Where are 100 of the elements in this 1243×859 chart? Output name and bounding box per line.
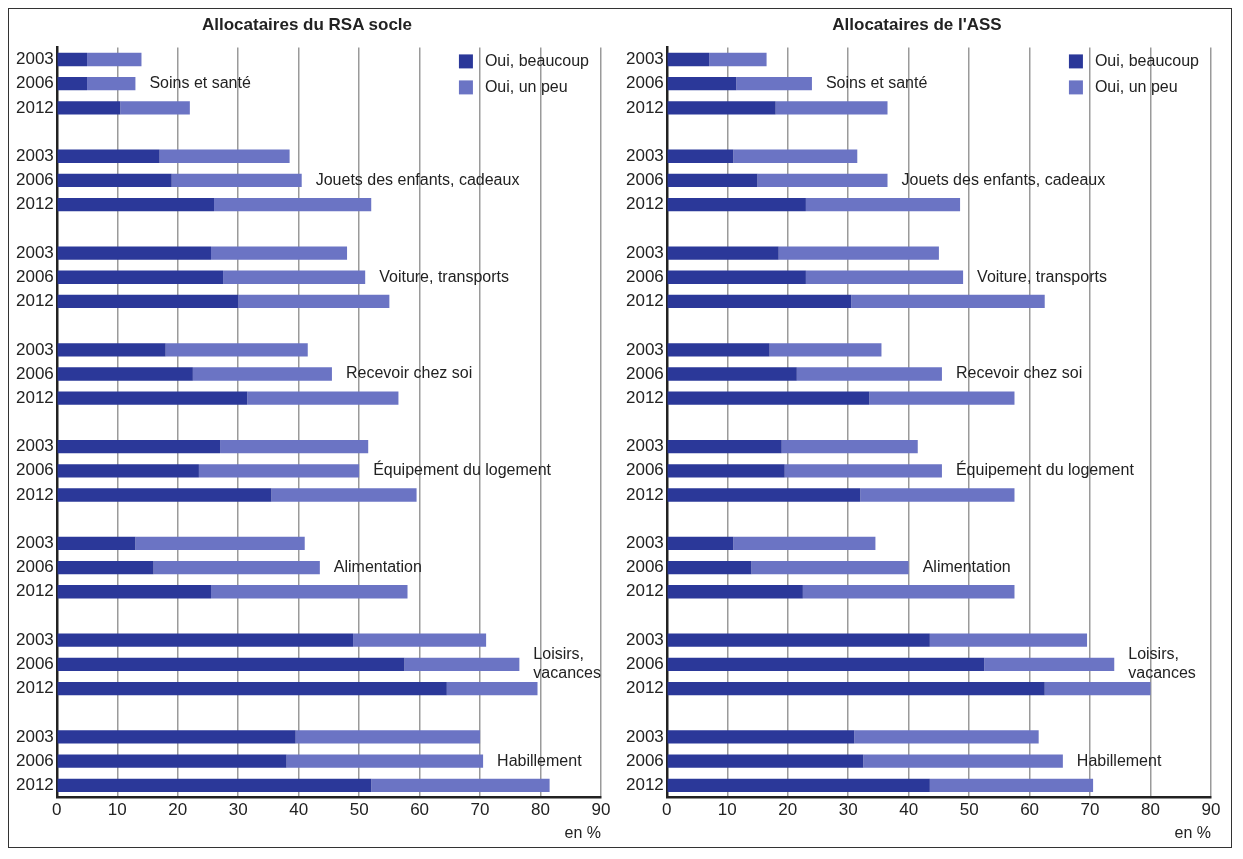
bar (805, 270, 964, 284)
bar (736, 77, 812, 91)
bar (781, 439, 918, 454)
bar (220, 439, 369, 454)
bar (57, 77, 88, 91)
bar (851, 294, 1045, 309)
bar (784, 464, 942, 478)
bar (757, 173, 888, 188)
bar (869, 391, 1015, 405)
y-tick-label: 2006 (15, 170, 54, 190)
annotation: Recevoir chez soi (345, 364, 473, 382)
y-tick-label: 2006 (15, 654, 54, 674)
bar (211, 585, 408, 599)
y-tick-label: 2012 (15, 581, 54, 601)
bar (667, 198, 806, 212)
bar (667, 391, 870, 405)
bar (667, 730, 855, 744)
bar (667, 343, 770, 357)
x-tick-label: 20 (168, 800, 188, 820)
y-tick-label: 2006 (15, 73, 54, 93)
bar (238, 294, 390, 309)
x-tick-label: 70 (470, 800, 490, 820)
y-tick-label: 2006 (625, 363, 664, 383)
bar (271, 488, 417, 502)
y-tick-label: 2012 (15, 484, 54, 504)
bar (165, 343, 308, 357)
bar (57, 657, 405, 671)
bar (667, 657, 985, 671)
x-tick-label: 60 (1020, 800, 1040, 820)
y-tick-label: 2012 (625, 387, 664, 407)
bar (404, 657, 520, 671)
bar (57, 343, 166, 357)
bar (57, 294, 239, 309)
annotation: Équipement du logement (373, 460, 552, 479)
chart-title: Allocataires du RSA socle (201, 14, 413, 34)
y-tick-label: 2003 (625, 629, 664, 649)
bar (57, 173, 172, 188)
y-tick-label: 2006 (625, 460, 664, 480)
bar (57, 754, 287, 768)
bar (120, 101, 190, 115)
y-tick-label: 2006 (15, 460, 54, 480)
bar (667, 173, 758, 188)
y-tick-label: 2012 (15, 774, 54, 794)
bar (667, 778, 930, 792)
annotation: Loisirs, vacances (533, 645, 601, 682)
bar (751, 560, 909, 575)
x-tick-label: 10 (107, 800, 127, 820)
annotation: Jouets des enfants, cadeaux (315, 170, 520, 188)
bar (802, 585, 1015, 599)
y-tick-label: 2006 (625, 654, 664, 674)
bar (57, 536, 136, 551)
y-tick-label: 2006 (15, 750, 54, 770)
y-tick-label: 2012 (625, 194, 664, 214)
bar (192, 367, 332, 381)
x-axis-title: en % (1174, 823, 1211, 841)
bar (667, 367, 797, 381)
bar (57, 198, 215, 212)
annotation: Habillement (1076, 751, 1162, 769)
x-tick-label: 20 (778, 800, 798, 820)
bar (153, 560, 320, 575)
legend-label: Oui, un peu (1094, 77, 1178, 95)
bar (57, 585, 211, 599)
bar (667, 101, 776, 115)
x-tick-label: 70 (1080, 800, 1100, 820)
bar (667, 560, 752, 575)
y-tick-label: 2003 (15, 339, 54, 359)
y-tick-label: 2012 (15, 97, 54, 117)
bar (57, 270, 224, 284)
bar (778, 246, 939, 260)
bar (57, 488, 272, 502)
bar (796, 367, 942, 381)
bar (57, 464, 199, 478)
legend-label: Oui, beaucoup (1094, 51, 1200, 69)
x-tick-label: 0 (52, 800, 62, 820)
annotation: Soins et santé (149, 74, 251, 92)
y-tick-label: 2012 (15, 291, 54, 311)
y-tick-label: 2006 (15, 363, 54, 383)
bar (709, 52, 767, 67)
bar (57, 778, 372, 792)
y-tick-label: 2003 (625, 533, 664, 553)
bar (733, 149, 858, 163)
bar (863, 754, 1063, 768)
bar (57, 730, 296, 744)
y-tick-label: 2003 (15, 49, 54, 69)
bar (929, 633, 1088, 647)
bar (87, 52, 142, 67)
y-tick-label: 2003 (15, 242, 54, 262)
y-tick-label: 2003 (15, 533, 54, 553)
bar (57, 101, 121, 115)
y-tick-label: 2012 (625, 581, 664, 601)
y-tick-label: 2006 (625, 266, 664, 286)
bar (733, 536, 876, 551)
annotation: Loisirs, vacances (1128, 645, 1196, 682)
bar (667, 294, 852, 309)
bar (667, 439, 782, 454)
bar (223, 270, 366, 284)
x-tick-label: 60 (410, 800, 430, 820)
bar (667, 464, 785, 478)
bar (57, 439, 221, 454)
bar (446, 681, 538, 696)
